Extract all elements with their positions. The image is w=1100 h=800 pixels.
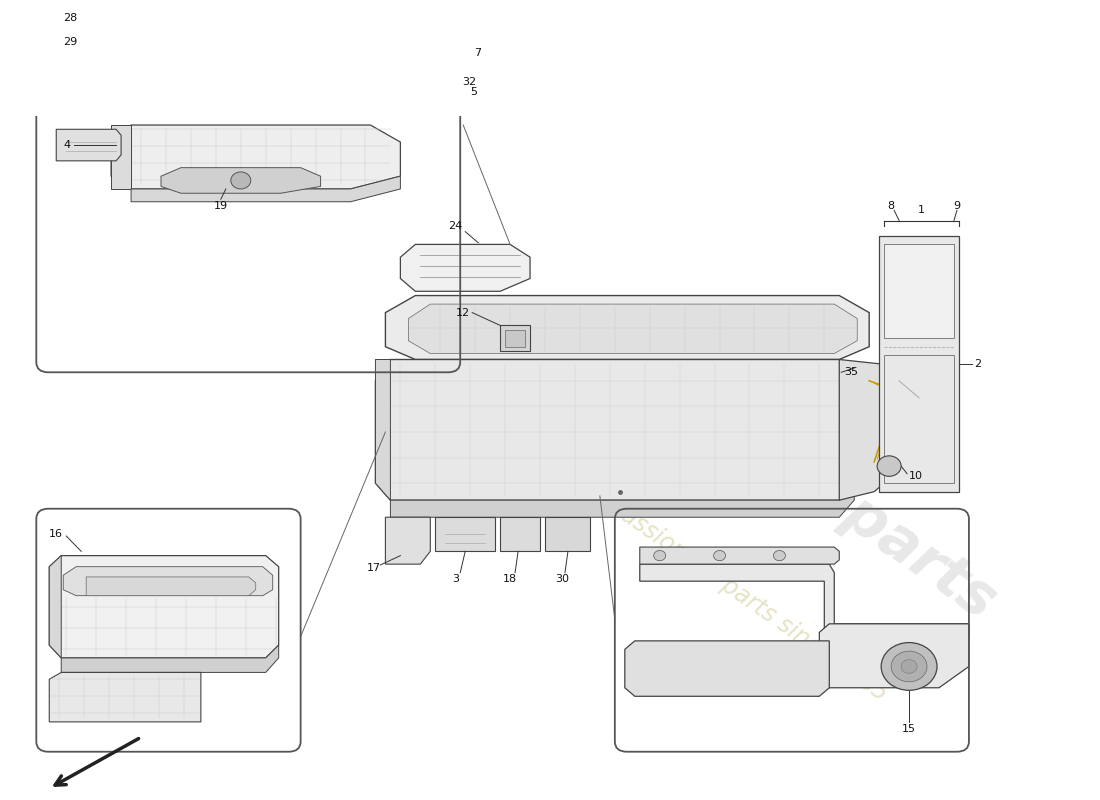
Polygon shape: [161, 168, 320, 194]
Circle shape: [773, 550, 785, 561]
Polygon shape: [63, 566, 273, 596]
Circle shape: [231, 172, 251, 189]
Text: 16: 16: [50, 530, 64, 539]
Polygon shape: [400, 74, 430, 84]
Polygon shape: [408, 304, 857, 354]
Polygon shape: [436, 518, 495, 551]
Circle shape: [901, 660, 917, 674]
Text: 10: 10: [909, 471, 923, 482]
Polygon shape: [544, 518, 590, 551]
Text: 15: 15: [902, 724, 916, 734]
Polygon shape: [179, 13, 191, 22]
Polygon shape: [500, 518, 540, 551]
Text: a passion for parts since 1985: a passion for parts since 1985: [586, 482, 892, 706]
Polygon shape: [884, 244, 954, 338]
Polygon shape: [111, 125, 400, 189]
Polygon shape: [111, 125, 131, 189]
Polygon shape: [62, 645, 278, 673]
Text: 19: 19: [213, 201, 228, 211]
Polygon shape: [400, 48, 430, 58]
Polygon shape: [839, 359, 894, 500]
Circle shape: [877, 456, 901, 476]
Text: 35: 35: [845, 367, 858, 378]
Text: 29: 29: [63, 38, 77, 47]
Polygon shape: [505, 330, 525, 346]
Polygon shape: [56, 130, 121, 161]
Text: 7: 7: [474, 49, 482, 58]
Text: 17: 17: [366, 563, 381, 574]
Text: 9: 9: [954, 201, 960, 211]
Text: 1: 1: [917, 205, 925, 214]
Polygon shape: [400, 61, 430, 71]
Polygon shape: [820, 624, 969, 688]
Polygon shape: [640, 547, 839, 564]
Circle shape: [714, 550, 726, 561]
Text: 18: 18: [503, 574, 517, 584]
Polygon shape: [879, 236, 959, 492]
Polygon shape: [375, 359, 855, 500]
Polygon shape: [131, 176, 400, 202]
Circle shape: [891, 651, 927, 682]
Polygon shape: [201, 27, 430, 82]
Polygon shape: [625, 641, 829, 696]
Text: 32: 32: [462, 78, 476, 87]
Polygon shape: [390, 483, 855, 518]
Text: 3: 3: [452, 574, 459, 584]
Polygon shape: [375, 359, 390, 500]
Polygon shape: [400, 244, 530, 291]
Circle shape: [653, 550, 666, 561]
Text: 5: 5: [470, 86, 477, 97]
Polygon shape: [385, 518, 430, 564]
Polygon shape: [884, 355, 954, 483]
Polygon shape: [221, 35, 410, 75]
Polygon shape: [50, 556, 62, 658]
Text: 12: 12: [456, 308, 470, 318]
Text: 30: 30: [556, 574, 569, 584]
Text: 2: 2: [974, 358, 981, 369]
Polygon shape: [50, 673, 201, 722]
Polygon shape: [86, 577, 255, 596]
Text: 28: 28: [63, 13, 77, 22]
Polygon shape: [640, 564, 969, 637]
Circle shape: [881, 642, 937, 690]
Polygon shape: [385, 295, 869, 359]
Polygon shape: [395, 80, 436, 104]
Text: 8: 8: [888, 201, 894, 211]
Polygon shape: [50, 556, 278, 658]
Polygon shape: [500, 326, 530, 351]
Text: 24: 24: [448, 221, 462, 230]
Text: 4: 4: [63, 141, 70, 150]
Circle shape: [177, 0, 189, 2]
Text: eurocarbparts: eurocarbparts: [592, 318, 1006, 632]
